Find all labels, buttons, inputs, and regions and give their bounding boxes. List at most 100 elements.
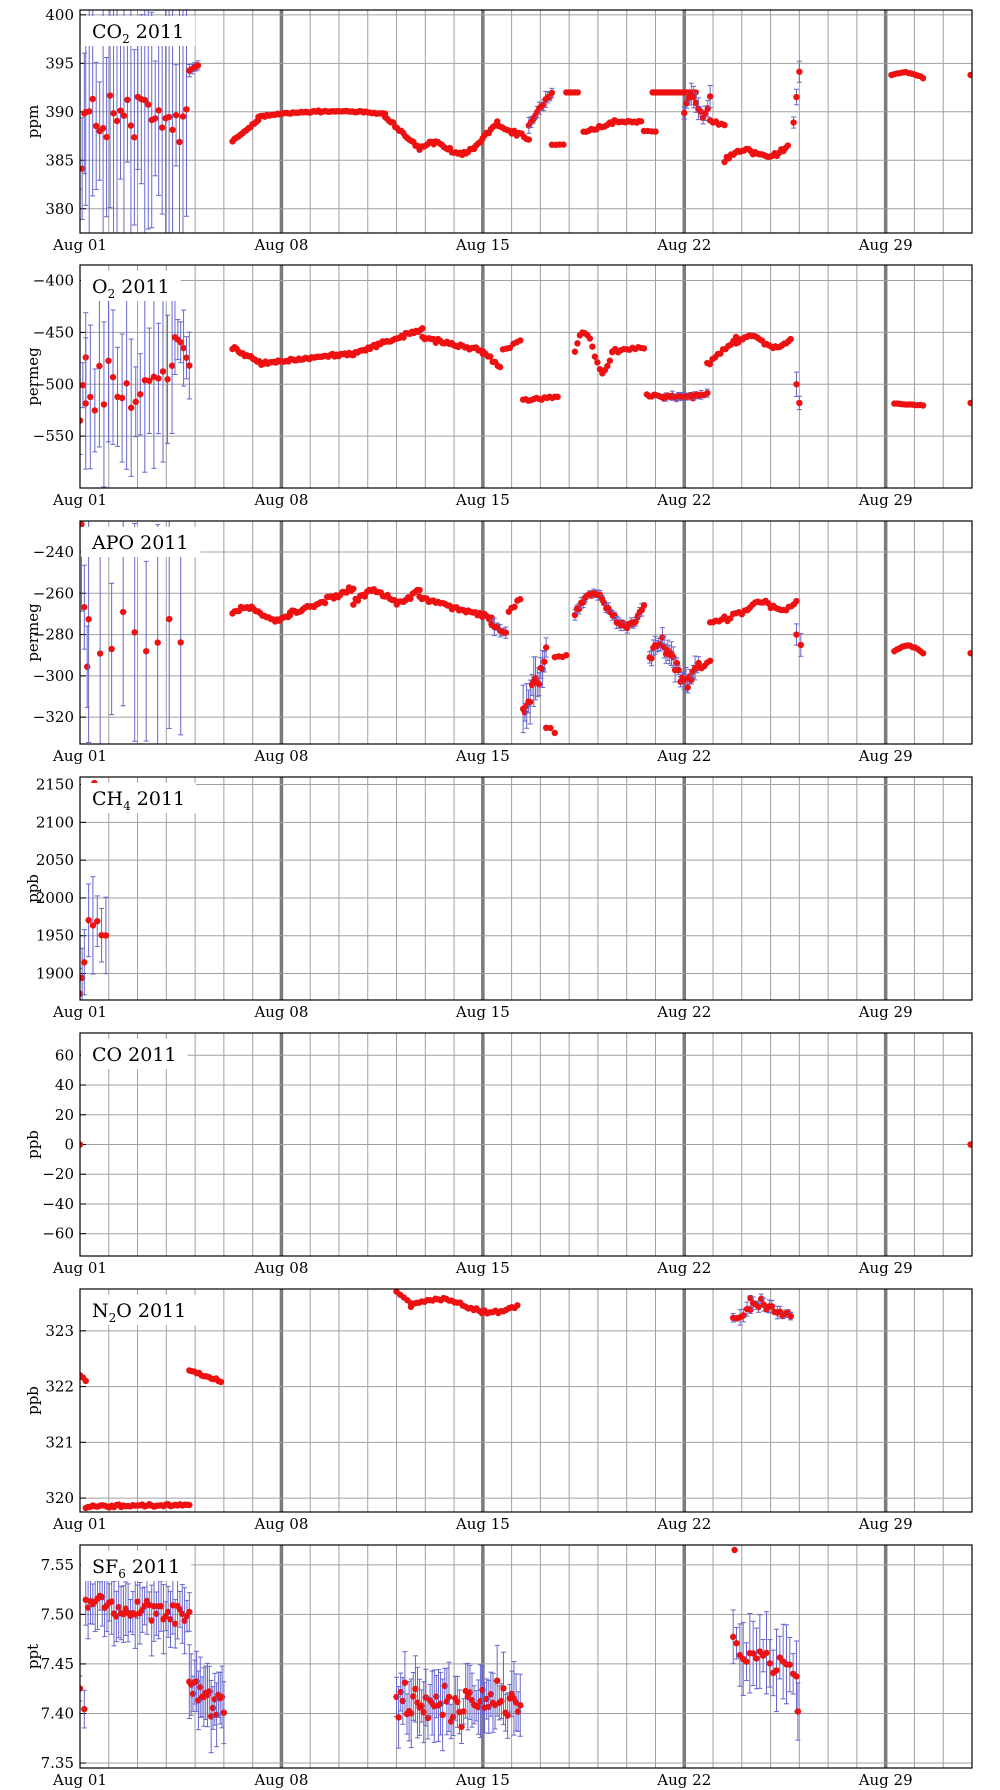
plot-frame bbox=[79, 264, 973, 489]
data-point bbox=[763, 1649, 770, 1657]
data-point bbox=[165, 113, 173, 121]
y-tick-label: −450 bbox=[33, 323, 74, 341]
data-series bbox=[80, 1289, 794, 1512]
x-tick-label: Aug 22 bbox=[656, 1771, 711, 1789]
x-tick-label: Aug 15 bbox=[455, 747, 510, 765]
plot-frame bbox=[79, 1032, 973, 1257]
y-tick-label: 20 bbox=[55, 1106, 74, 1124]
data-point bbox=[640, 602, 648, 609]
data-point bbox=[790, 119, 797, 126]
y-tick-label: −40 bbox=[42, 1195, 74, 1213]
data-point bbox=[80, 1141, 84, 1148]
data-point bbox=[764, 600, 772, 607]
data-point bbox=[574, 89, 581, 96]
data-point bbox=[652, 128, 659, 135]
data-point bbox=[517, 337, 524, 344]
data-point bbox=[787, 335, 794, 343]
y-tick-label: 395 bbox=[45, 54, 74, 72]
y-tick-label: 7.50 bbox=[41, 1605, 74, 1623]
y-tick-label: 323 bbox=[45, 1322, 74, 1340]
data-point bbox=[120, 112, 128, 119]
x-tick-label: Aug 01 bbox=[52, 747, 107, 765]
data-point bbox=[96, 362, 103, 370]
title-background bbox=[81, 1039, 188, 1069]
data-point bbox=[127, 122, 135, 129]
data-point bbox=[84, 1604, 92, 1611]
data-point bbox=[113, 117, 121, 125]
title-background bbox=[81, 527, 201, 557]
x-tick-label: Aug 08 bbox=[253, 747, 308, 765]
data-point bbox=[118, 394, 126, 402]
data-point bbox=[793, 93, 800, 101]
title-main: SF bbox=[92, 1556, 118, 1578]
data-point bbox=[169, 1602, 177, 1609]
plot-frame bbox=[79, 1288, 973, 1513]
y-tick-label: −60 bbox=[42, 1225, 74, 1243]
data-point bbox=[217, 1378, 225, 1386]
data-point bbox=[589, 343, 596, 350]
data-point bbox=[172, 112, 180, 119]
data-point bbox=[517, 596, 524, 603]
data-point bbox=[768, 1303, 776, 1310]
panel-title: CO 2011 bbox=[92, 1044, 177, 1066]
x-tick-label: Aug 29 bbox=[858, 1259, 913, 1277]
data-point bbox=[797, 641, 804, 649]
data-point bbox=[94, 917, 101, 925]
title-background bbox=[81, 783, 197, 813]
x-tick-label: Aug 15 bbox=[455, 1003, 510, 1021]
data-point bbox=[793, 597, 800, 605]
data-point bbox=[786, 1661, 794, 1668]
data-series bbox=[80, 10, 972, 233]
data-point bbox=[168, 362, 176, 369]
data-point bbox=[542, 644, 550, 651]
x-tick-label: Aug 15 bbox=[455, 236, 510, 254]
data-point bbox=[729, 1633, 737, 1641]
data-point bbox=[154, 639, 161, 646]
panel-5: 320 321 322 323 Aug 01 Aug 08 Aug 15 Aug 22 Aug … bbox=[24, 1288, 973, 1533]
data-point bbox=[496, 363, 504, 371]
data-point bbox=[350, 601, 357, 608]
data-point bbox=[967, 399, 972, 407]
data-point bbox=[535, 680, 543, 688]
data-point bbox=[773, 1667, 780, 1674]
data-point bbox=[132, 398, 139, 406]
data-point bbox=[172, 1620, 179, 1627]
x-tick-label: Aug 22 bbox=[656, 491, 711, 509]
data-series bbox=[80, 1546, 802, 1754]
data-point bbox=[743, 1658, 750, 1665]
title-background bbox=[81, 16, 196, 46]
data-point bbox=[766, 1660, 774, 1667]
data-point bbox=[159, 368, 167, 375]
data-point bbox=[541, 658, 548, 665]
plot-frame bbox=[79, 9, 973, 234]
data-point bbox=[103, 133, 110, 141]
y-tick-label: 322 bbox=[45, 1378, 74, 1396]
x-tick-label: Aug 08 bbox=[253, 236, 308, 254]
data-point bbox=[131, 629, 138, 636]
y-tick-label: 2100 bbox=[36, 813, 74, 831]
x-tick-label: Aug 15 bbox=[455, 1515, 510, 1533]
x-tick-label: Aug 08 bbox=[253, 1003, 308, 1021]
x-tick-label: Aug 01 bbox=[52, 1259, 107, 1277]
x-tick-label: Aug 01 bbox=[52, 1003, 107, 1021]
data-point bbox=[81, 603, 88, 611]
title-main: N bbox=[92, 1300, 109, 1322]
data-point bbox=[527, 698, 534, 706]
data-point bbox=[106, 92, 114, 99]
data-point bbox=[105, 357, 112, 364]
data-series bbox=[80, 521, 972, 744]
data-point bbox=[186, 362, 193, 369]
title-main: CO bbox=[92, 21, 122, 43]
data-point bbox=[150, 1603, 158, 1610]
x-tick-label: Aug 08 bbox=[253, 1515, 308, 1533]
x-tick-label: Aug 15 bbox=[455, 1771, 510, 1789]
y-tick-label: 7.40 bbox=[41, 1704, 74, 1722]
data-point bbox=[194, 62, 202, 69]
y-axis-label: permeg bbox=[24, 603, 42, 662]
data-point bbox=[796, 399, 803, 407]
data-point bbox=[517, 1702, 524, 1709]
y-tick-label: −500 bbox=[33, 375, 74, 393]
data-point bbox=[511, 127, 518, 134]
data-point bbox=[554, 393, 561, 401]
x-tick-label: Aug 29 bbox=[858, 747, 913, 765]
